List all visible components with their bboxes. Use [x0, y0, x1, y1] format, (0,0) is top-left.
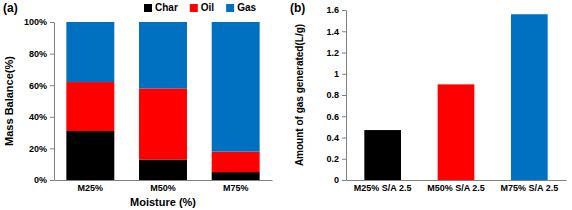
y-tick: 60% — [29, 81, 54, 91]
x-tick-label: M25% — [78, 183, 104, 193]
legend-item: Oil — [190, 2, 215, 13]
y-tick-mark — [50, 148, 54, 149]
chart-panel: 0% 20% 40% 60% 80% 100% M25% M50% M75% (a) Mass Ba… — [3, 1, 273, 208]
y-tick-mark — [342, 116, 346, 117]
x-axis-title: Moisture (%) — [130, 196, 196, 208]
legend-label: Char — [155, 2, 178, 13]
y-tick: 0.2 — [326, 154, 346, 164]
y-tick: 0.4 — [326, 133, 346, 143]
legend-swatch — [226, 4, 234, 12]
y-axis-title: Amount of gas generated(L/g) — [294, 24, 305, 166]
legend-item: Gas — [226, 2, 256, 13]
y-tick-label: 0.6 — [326, 112, 339, 122]
y-tick: 0% — [34, 175, 54, 185]
y-tick: 1.4 — [326, 27, 346, 37]
y-tick: 20% — [29, 144, 54, 154]
y-tick: 0 — [334, 175, 346, 185]
bar-segment — [139, 22, 187, 88]
y-tick-mark — [342, 95, 346, 96]
x-tick: M75% — [223, 180, 249, 193]
panel-title: (b) — [290, 1, 305, 15]
y-tick-mark — [50, 117, 54, 118]
y-axis: 0% 20% 40% 60% 80% 100% — [24, 17, 55, 185]
y-tick-mark — [342, 159, 346, 160]
y-tick-mark — [50, 54, 54, 55]
x-axis: M25% S/A 2.5 M50% S/A 2.5 M75% S/A 2.5 — [347, 180, 567, 193]
y-tick-label: 100% — [24, 17, 47, 27]
bar — [364, 130, 401, 180]
y-tick-label: 60% — [29, 81, 47, 91]
legend-label: Gas — [237, 2, 256, 13]
y-tick-mark — [342, 31, 346, 32]
legend-item: Char — [144, 2, 178, 13]
bar-segment — [212, 152, 260, 173]
y-tick: 1.6 — [326, 5, 346, 15]
x-tick-label: M50% S/A 2.5 — [427, 183, 485, 193]
x-tick-label: M25% S/A 2.5 — [354, 183, 412, 193]
x-axis-line — [55, 180, 273, 181]
y-tick-label: 1 — [334, 69, 339, 79]
y-tick-mark — [50, 22, 54, 23]
y-tick: 100% — [24, 17, 54, 27]
y-tick-label: 0.2 — [326, 154, 339, 164]
y-tick-label: 0.4 — [326, 133, 339, 143]
y-tick-mark — [342, 53, 346, 54]
x-axis: M25% M50% M75% — [55, 180, 273, 193]
y-tick-label: 0% — [34, 175, 47, 185]
plot-area — [66, 22, 259, 180]
legend: Char Oil Gas — [144, 2, 256, 13]
legend-label: Oil — [201, 2, 215, 13]
x-axis-line — [347, 180, 567, 181]
legend-swatch — [190, 4, 198, 12]
y-tick-mark — [50, 85, 54, 86]
legend-swatch — [144, 4, 152, 12]
y-axis-line — [346, 11, 347, 181]
x-tick-label: M75% — [223, 183, 249, 193]
y-tick-label: 0 — [334, 175, 339, 185]
bar — [511, 14, 548, 180]
bar-segment — [139, 159, 187, 180]
y-tick-mark — [342, 180, 346, 181]
bar-segment — [139, 88, 187, 159]
x-tick-label: M50% — [150, 183, 176, 193]
y-axis: 0 0.2 0.4 0.6 0.8 1 1.2 1.4 1.6 — [326, 5, 346, 185]
y-tick-label: 20% — [29, 144, 47, 154]
x-tick: M75% S/A 2.5 — [500, 180, 558, 193]
y-tick-label: 0.8 — [326, 90, 339, 100]
y-tick: 80% — [29, 49, 54, 59]
bar — [438, 84, 475, 180]
plot-area — [364, 14, 547, 180]
x-tick: M25% S/A 2.5 — [354, 180, 412, 193]
x-tick-label: M75% S/A 2.5 — [500, 183, 558, 193]
bar-segment — [212, 22, 260, 152]
bar-segment — [66, 22, 114, 82]
panel-title: (a) — [3, 1, 18, 15]
x-tick: M25% — [78, 180, 104, 193]
y-tick-label: 80% — [29, 49, 47, 59]
y-tick: 1 — [334, 69, 346, 79]
y-tick-mark — [342, 10, 346, 11]
y-axis-title: Mass Balance(%) — [3, 56, 15, 146]
y-tick: 0.6 — [326, 112, 346, 122]
x-tick: M50% S/A 2.5 — [427, 180, 485, 193]
y-tick-label: 40% — [29, 112, 47, 122]
y-tick: 1.2 — [326, 48, 346, 58]
y-tick-mark — [50, 180, 54, 181]
x-tick: M50% — [150, 180, 176, 193]
y-tick: 40% — [29, 112, 54, 122]
chart-panel: 0 0.2 0.4 0.6 0.8 1 1.2 1.4 1.6 M25% S/A 2.5 M50% … — [290, 1, 567, 193]
y-tick-mark — [342, 74, 346, 75]
bar-segment — [212, 172, 260, 180]
y-tick-label: 1.2 — [326, 48, 339, 58]
bar-segment — [66, 131, 114, 180]
bar-segment — [66, 82, 114, 131]
y-axis-line — [54, 23, 55, 181]
y-tick: 0.8 — [326, 90, 346, 100]
y-tick-label: 1.4 — [326, 27, 339, 37]
y-tick-label: 1.6 — [326, 5, 339, 15]
y-tick-mark — [342, 138, 346, 139]
figure: 0% 20% 40% 60% 80% 100% M25% M50% M75% (a) Mass Ba… — [0, 0, 572, 210]
